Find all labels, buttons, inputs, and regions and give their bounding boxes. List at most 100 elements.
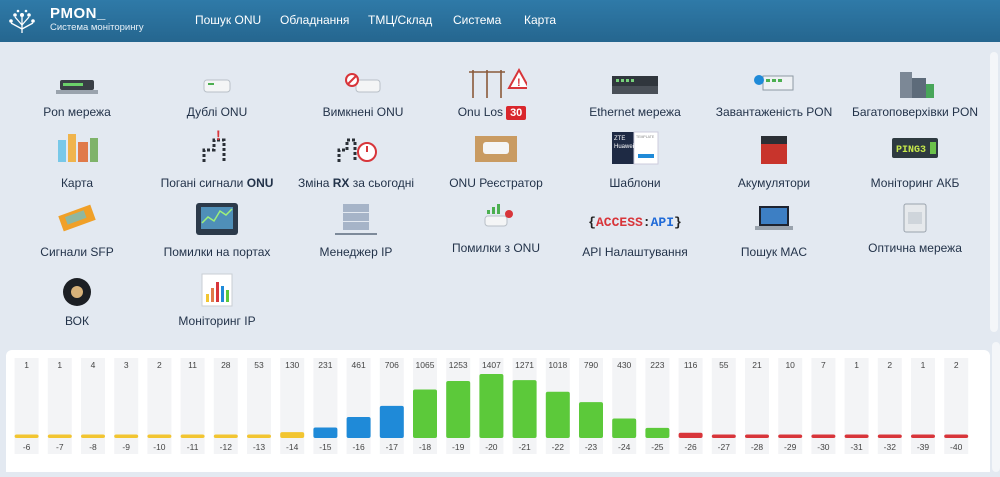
brand-title[interactable]: PMON_ [50, 5, 106, 22]
building-icon [900, 72, 934, 98]
histogram-bar[interactable] [413, 389, 437, 438]
nav-onu-search[interactable]: Пошук ONU [195, 13, 262, 27]
histogram-category-label: -12 [220, 442, 233, 452]
histogram-column-bg [944, 358, 969, 454]
tile-label: Карта [60, 176, 94, 190]
histogram-value-label: 1 [854, 360, 859, 370]
histogram-category-label: -10 [153, 442, 166, 452]
histogram-bar[interactable] [379, 405, 404, 438]
histogram-value-label: 1 [921, 360, 926, 370]
histogram-column-bg [645, 358, 670, 454]
histogram-bar[interactable] [512, 380, 537, 438]
histogram-column-bg [247, 358, 271, 454]
port-errors-icon [196, 203, 238, 235]
histogram-bar[interactable] [213, 434, 238, 439]
histogram-category-label: -40 [950, 442, 963, 452]
histogram-bar[interactable] [877, 434, 902, 439]
histogram-bar[interactable] [844, 434, 869, 439]
histogram-value-label: 706 [385, 360, 399, 370]
histogram-category-label: -23 [585, 442, 598, 452]
tile-label: API Налаштування [582, 245, 688, 259]
histogram-value-label: 7 [821, 360, 826, 370]
tile-label: Акумулятори [737, 176, 811, 190]
histogram-bar[interactable] [811, 434, 836, 439]
sfp-icon [58, 204, 96, 232]
histogram-category-label: -30 [817, 442, 830, 452]
top-header: PMON_ Система моніторингу Пошук ONU Обла… [0, 0, 1000, 42]
histogram-value-label: 2 [954, 360, 959, 370]
tile-label: Помилки на портах [163, 245, 271, 259]
histogram-bar[interactable] [612, 418, 637, 438]
histogram-value-label: 55 [719, 360, 729, 370]
ip-manager-icon [335, 204, 377, 235]
histogram-column-bg [911, 358, 935, 454]
signal-histogram-panel: 1 -6 1 -7 4 -8 3 -9 2 -10 11 -11 28 -12 53 -13 130 -14 231… [6, 350, 990, 472]
tile-label: Вимкнені ONU [322, 105, 404, 119]
tile-label: Pon мережа [43, 105, 111, 119]
chart-scrollbar[interactable] [992, 342, 1000, 472]
histogram-category-label: -18 [419, 442, 432, 452]
template-zte-text: ZTE [614, 136, 625, 142]
nav-map[interactable]: Карта [524, 13, 557, 27]
tile-label: Завантаженість PON [715, 105, 833, 119]
histogram-category-label: -16 [352, 442, 365, 452]
tile-label: Помилки з ONU [451, 241, 541, 255]
nav-equipment[interactable]: Обладнання [280, 13, 350, 27]
histogram-value-label: 1 [24, 360, 29, 370]
histogram-bar[interactable] [944, 434, 969, 439]
histogram-bar[interactable] [14, 434, 39, 439]
histogram-category-label: -15 [319, 442, 332, 452]
histogram-value-label: 461 [352, 360, 366, 370]
histogram-bar[interactable] [911, 434, 935, 439]
histogram-value-label: 28 [221, 360, 231, 370]
onu-errors-icon [484, 204, 513, 227]
battery-icon [761, 136, 787, 164]
histogram-bar[interactable] [579, 402, 603, 438]
logo-icon[interactable] [8, 7, 36, 35]
tile-label: ВОК [65, 314, 89, 328]
nav-system[interactable]: Система [453, 13, 502, 27]
tile-label: Дублі ONU [186, 105, 248, 119]
page-scrollbar[interactable] [990, 52, 998, 332]
histogram-category-label: -13 [253, 442, 266, 452]
histogram-value-label: 53 [254, 360, 264, 370]
histogram-column-bg [81, 358, 105, 454]
histogram-bar[interactable] [645, 427, 670, 438]
histogram-bar[interactable] [346, 417, 371, 438]
tile-label: Зміна RX за сьогодні [281, 176, 431, 190]
histogram-bar[interactable] [446, 381, 471, 438]
histogram-bar[interactable] [280, 432, 305, 438]
histogram-bar[interactable] [479, 374, 504, 438]
histogram-bar[interactable] [81, 434, 105, 439]
histogram-bar[interactable] [47, 434, 72, 439]
template-huawei-text: Huawei [614, 144, 634, 150]
histogram-bar[interactable] [778, 434, 803, 439]
histogram-category-label: -20 [485, 442, 498, 452]
histogram-column-bg [147, 358, 172, 454]
histogram-bar[interactable] [180, 434, 205, 439]
histogram-bar[interactable] [147, 434, 172, 439]
histogram-bar[interactable] [545, 391, 570, 438]
onu-los-count-badge: 30 [506, 106, 527, 120]
switch-icon [612, 76, 658, 94]
city-map-icon [58, 134, 98, 162]
histogram-bar[interactable] [711, 434, 736, 439]
ping-icon: PING3 [892, 138, 938, 158]
histogram-bar[interactable] [247, 434, 271, 439]
histogram-bar[interactable] [745, 434, 769, 439]
svg-text:!: ! [517, 77, 521, 89]
svg-text:!: ! [216, 130, 221, 143]
histogram-bar[interactable] [114, 434, 139, 439]
api-brace-left: { [588, 215, 596, 230]
histogram-bar[interactable] [313, 427, 338, 438]
nav-warehouse[interactable]: ТМЦ/Склад [368, 13, 433, 27]
histogram-value-label: 2 [887, 360, 892, 370]
histogram-category-label: -28 [751, 442, 764, 452]
histogram-category-label: -19 [452, 442, 465, 452]
histogram-bar[interactable] [678, 432, 703, 438]
histogram-category-label: -9 [122, 442, 130, 452]
histogram-column-bg [280, 358, 305, 454]
ip-monitoring-icon [201, 273, 233, 307]
histogram-category-label: -22 [552, 442, 565, 452]
api-text: API [650, 215, 675, 230]
